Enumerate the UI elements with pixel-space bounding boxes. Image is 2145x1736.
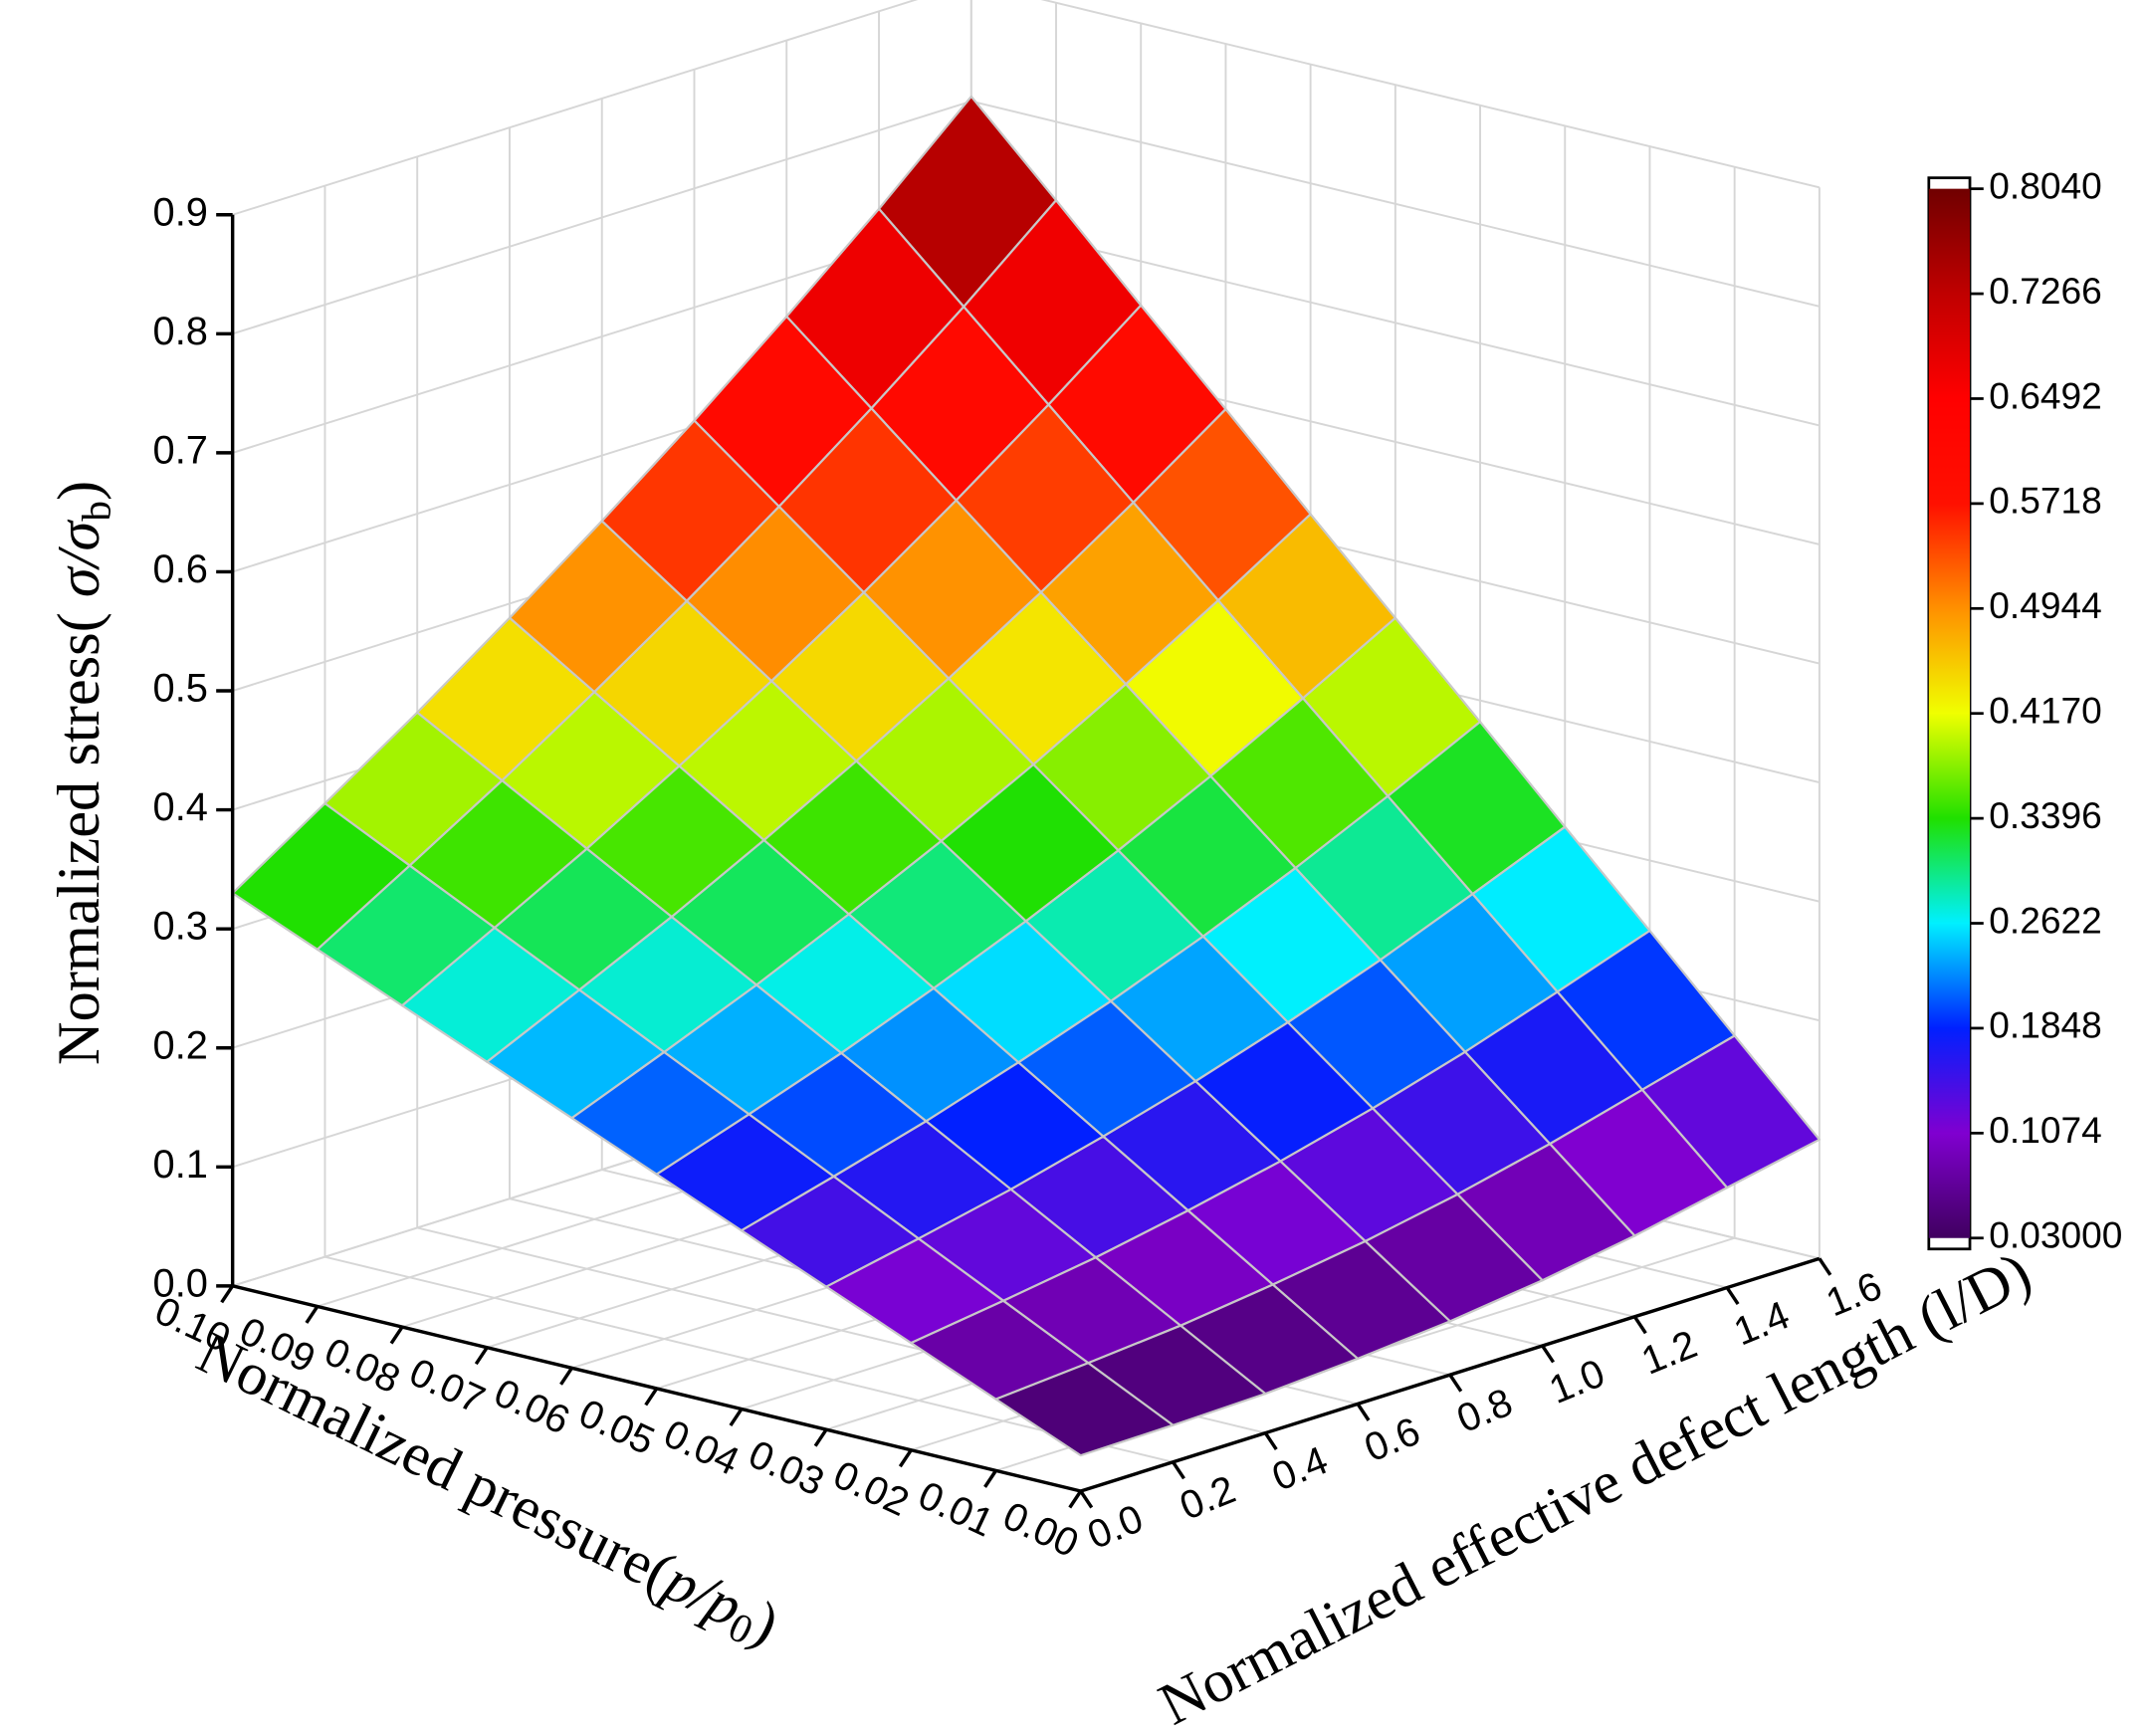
colorbar-tick-label: 0.2622 [1989,899,2101,941]
z-tick-label: 0.1 [153,1143,208,1187]
colorbar-tick-label: 0.8040 [1989,164,2101,206]
z-tick-label: 0.9 [153,190,208,234]
x-tick [305,1305,320,1324]
z-tick-label: 0.4 [153,785,208,829]
colorbar-tick-label: 0.5718 [1989,480,2101,522]
surface-cell [994,1362,1175,1457]
z-tick-label: 0.6 [153,547,208,591]
colorbar-tick-label: 0.6492 [1989,374,2101,416]
colorbar-tick-label: 0.4944 [1989,584,2101,626]
x-tick [220,1284,235,1304]
y-tick [1632,1315,1647,1335]
x-tick [983,1469,997,1488]
y-tick [1263,1431,1278,1451]
y-tick [1079,1490,1094,1509]
x-tick [644,1387,659,1407]
z-tick-label: 0.5 [153,667,208,711]
y-tick [1725,1286,1740,1306]
x-tick [729,1408,744,1426]
z-axis-label: Normalized stress( σ/σb) [46,481,119,1065]
y-tick [1448,1374,1463,1393]
colorbar-tick-label: 0.03000 [1989,1214,2122,1256]
x-tick [1068,1490,1083,1509]
x-tick [813,1428,828,1447]
y-tick [1818,1257,1832,1276]
colorbar-tick-label: 0.4170 [1989,689,2101,731]
colorbar-tick-label: 0.1848 [1989,1004,2101,1046]
x-tick [474,1346,489,1366]
x-axis-label: Normalized pressure(p/p0) [185,1319,789,1662]
colorbar-tick-label: 0.3396 [1989,794,2101,836]
y-tick [1541,1345,1555,1364]
colorbar-tick-label: 0.7266 [1989,270,2101,312]
z-tick-label: 0.8 [153,310,208,353]
z-tick-label: 0.0 [153,1261,208,1305]
colorbar-gradient [1928,188,1971,1238]
y-tick [1356,1403,1371,1421]
x-tick [559,1367,573,1386]
colorbar-tick-label: 0.1074 [1989,1109,2101,1151]
y-tick [1172,1460,1185,1480]
z-tick-label: 0.7 [153,428,208,472]
z-tick-label: 0.2 [153,1023,208,1067]
x-tick [389,1326,404,1345]
z-tick-label: 0.3 [153,905,208,949]
x-tick [898,1448,913,1468]
